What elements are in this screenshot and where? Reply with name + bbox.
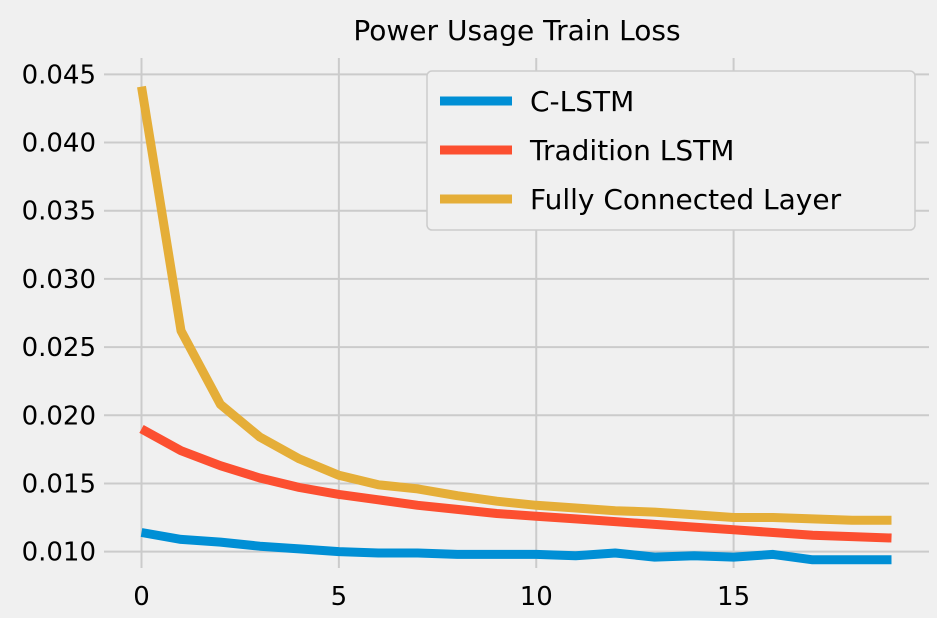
y-tick-label: 0.040 [22,129,96,159]
x-tick-label: 5 [331,582,348,612]
series-line-2 [137,85,892,525]
x-tick-label: 10 [520,582,553,612]
x-tick-label: 15 [717,582,750,612]
tick-labels: 0 5 10 15 0.010 0.015 0.020 0.025 0.030 0.035 0.04… [22,60,751,612]
y-tick-label: 0.035 [22,197,96,227]
y-tick-label: 0.025 [22,333,96,363]
y-tick-label: 0.020 [22,401,96,431]
chart-title: Power Usage Train Loss [353,14,680,47]
y-tick-label: 0.045 [22,60,96,90]
y-tick-label: 0.015 [22,469,96,499]
legend-frame [426,70,916,231]
series-layer [137,85,892,565]
series-line-0 [140,528,892,565]
legend-label: Tradition LSTM [529,134,734,167]
series-line-1 [139,424,892,543]
x-tick-label: 0 [133,582,150,612]
y-tick-label: 0.030 [22,265,96,295]
y-tick-label: 0.010 [22,538,96,568]
legend: C-LSTM Tradition LSTM Fully Connected Laye… [426,70,916,231]
legend-label: Fully Connected Layer [530,183,842,216]
legend-label: C-LSTM [530,85,634,118]
